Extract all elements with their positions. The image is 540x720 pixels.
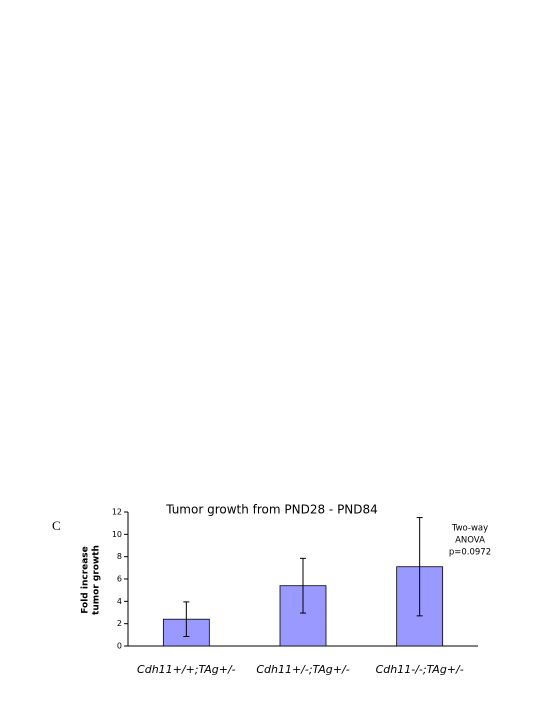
y-axis-title-line: Fold increase: [81, 546, 91, 614]
annotation: p=0.0972: [449, 548, 491, 558]
annotation: Two-way: [451, 524, 488, 534]
x-tick-label: Cdh11+/-;TAg+/-: [256, 663, 349, 676]
y-tick-label: 4: [117, 597, 122, 606]
y-tick-label: 8: [117, 552, 122, 561]
chart-title: Tumor growth from PND28 - PND84: [165, 503, 378, 517]
y-axis-title: Fold increase tumor growth: [81, 545, 102, 615]
y-tick-label: 10: [112, 530, 122, 539]
y-axis-title-line: tumor growth: [92, 545, 102, 615]
y-tick-label: 6: [117, 575, 122, 584]
x-tick-label: Cdh11+/+;TAg+/-: [137, 663, 236, 676]
annotation: ANOVA: [455, 536, 485, 546]
x-tick-label: Cdh11-/-;TAg+/-: [376, 663, 464, 676]
y-tick-label: 12: [112, 508, 122, 517]
panel-label: C: [52, 518, 61, 533]
y-tick-label: 0: [117, 642, 122, 651]
y-tick-label: 2: [117, 619, 122, 628]
